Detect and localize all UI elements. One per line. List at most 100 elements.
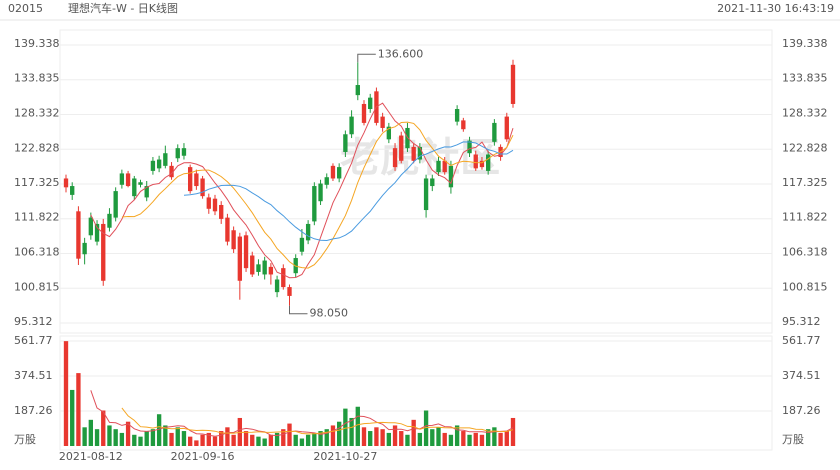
candle-body [237,236,243,281]
candle-body [163,153,168,166]
volume-panel [59,335,773,451]
candle-body [318,183,323,202]
volume-bar [206,432,211,446]
volume-bar [305,434,311,446]
y-tick-label: 100.815 [14,280,60,293]
volume-bar [70,389,75,446]
candle-body [330,165,336,179]
volume-bar [194,440,199,446]
candle-body [361,103,367,123]
volume-bar [94,429,100,446]
volume-bar [150,429,156,446]
y-tick-label-right: 106.318 [782,246,828,259]
volume-bar [225,427,230,446]
candle-body [206,197,211,209]
volume-bar [268,434,274,446]
candle-body [200,178,205,197]
y-tick-label-right: 128.332 [782,106,828,119]
y-tick-label: 133.835 [14,72,60,85]
price-panel [59,29,773,334]
candle-body [225,217,230,242]
volume-bar [200,434,205,446]
volume-bar [349,417,354,446]
candle-body [355,85,360,96]
volume-bar [187,436,193,446]
candle-body [411,146,416,161]
y-tick-label-right: 117.325 [782,176,828,189]
volume-bar [212,436,218,446]
candle-body [175,148,180,159]
volume-bar [63,341,69,446]
candle-body [417,146,423,160]
candle-body [138,182,143,185]
candle-body [343,134,348,152]
candle-body [305,223,311,241]
volume-bar [125,421,131,446]
candle-body [399,135,404,161]
volume-tick-label-right: 187.26 [782,404,821,417]
volume-bar [380,429,385,446]
volume-tick-label-right: 561.77 [782,334,821,347]
candle-body [187,167,193,192]
candle-body [380,116,385,128]
stock-code: 02015 [8,2,43,15]
y-tick-label: 111.822 [14,211,60,224]
volume-bar [436,427,441,446]
volume-bar [281,429,286,446]
ma-line [183,141,514,242]
candle-body [70,186,75,195]
volume-ma-line [90,390,514,437]
candle-body [113,191,118,218]
volume-bar [101,410,106,446]
y-tick-label: 122.828 [14,141,60,154]
volume-bar [132,434,137,446]
volume-bar [399,431,404,446]
candle-body [250,255,255,275]
volume-unit: 万股 [14,433,36,446]
y-tick-label-right: 122.828 [782,141,828,154]
volume-bar [492,427,497,446]
y-tick-label: 95.312 [14,315,53,328]
candle-body [461,120,466,130]
candle-body [268,266,274,275]
y-tick-label-right: 100.815 [782,280,828,293]
candle-body [132,178,137,197]
ma-line [90,102,514,279]
candle-body [324,177,329,185]
volume-bar [442,432,447,446]
volume-bar [498,432,503,446]
candle-body [219,204,224,219]
volume-bar [336,421,342,446]
volume-tick-label: 187.26 [14,404,53,417]
volume-bar [405,434,410,446]
candle-body [336,167,342,179]
volume-bar [250,434,255,446]
volume-bar [299,438,305,446]
candle-body [430,178,435,187]
volume-bar [386,432,392,446]
volume-bar [430,429,435,446]
candle-body [169,165,174,178]
volume-bar [312,432,317,446]
y-tick-label: 106.318 [14,246,60,259]
volume-bar [274,432,280,446]
volume-bar [504,431,509,446]
volume-bar [417,432,423,446]
candle-body [386,126,392,140]
candle-body [454,109,460,122]
candle-body [181,148,187,156]
candle-body [107,213,112,228]
volume-bar [423,410,429,446]
volume-bar [287,423,292,446]
candle-body [156,159,162,169]
candle-body [119,173,125,185]
candle-body [243,235,249,269]
candle-body [125,173,131,187]
candle-body [287,287,292,296]
candle-body [194,173,199,187]
volume-bar [262,438,267,446]
volume-bar [138,436,143,446]
volume-tick-label-right: 374.51 [782,369,821,382]
y-tick-label-right: 111.822 [782,211,828,224]
